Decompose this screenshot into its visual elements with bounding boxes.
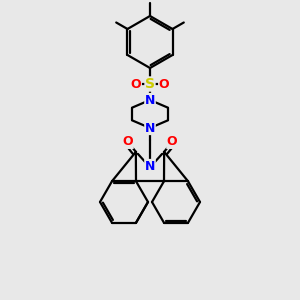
Text: N: N — [145, 94, 155, 106]
Text: O: O — [131, 77, 141, 91]
Text: O: O — [122, 135, 133, 148]
Text: S: S — [145, 77, 155, 91]
Text: N: N — [145, 122, 155, 134]
Text: O: O — [167, 135, 178, 148]
Text: O: O — [159, 77, 169, 91]
Text: N: N — [145, 160, 155, 172]
